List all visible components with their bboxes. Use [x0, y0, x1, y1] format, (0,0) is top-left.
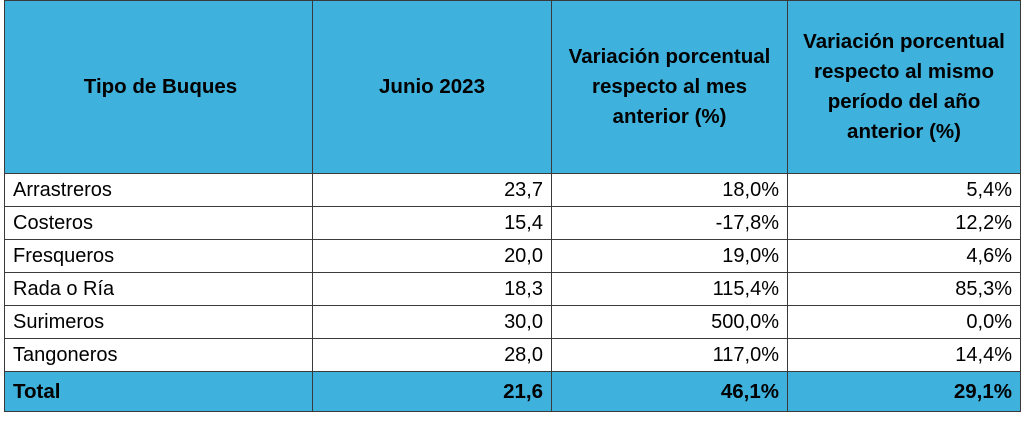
header-tipo-de-buques: Tipo de Buques	[4, 0, 313, 174]
cell-junio: 28,0	[312, 338, 552, 372]
cell-var-mes: 500,0%	[551, 305, 788, 339]
table-row: Tangoneros 28,0 117,0% 14,4%	[4, 338, 1021, 372]
table-row: Costeros 15,4 -17,8% 12,2%	[4, 206, 1021, 240]
cell-tipo: Fresqueros	[4, 239, 313, 273]
cell-tipo: Tangoneros	[4, 338, 313, 372]
header-junio-2023: Junio 2023	[312, 0, 552, 174]
table-row: Arrastreros 23,7 18,0% 5,4%	[4, 173, 1021, 207]
cell-var-anio: 14,4%	[787, 338, 1021, 372]
cell-var-anio: 12,2%	[787, 206, 1021, 240]
cell-var-mes: -17,8%	[551, 206, 788, 240]
cell-var-anio: 4,6%	[787, 239, 1021, 273]
cell-var-mes: 18,0%	[551, 173, 788, 207]
cell-junio: 23,7	[312, 173, 552, 207]
cell-var-anio: 0,0%	[787, 305, 1021, 339]
total-var-anio: 29,1%	[787, 371, 1021, 412]
data-table: Tipo de Buques Junio 2023 Variación porc…	[4, 0, 1021, 412]
cell-junio: 15,4	[312, 206, 552, 240]
total-label: Total	[4, 371, 313, 412]
total-var-mes: 46,1%	[551, 371, 788, 412]
header-variacion-anio-anterior: Variación porcentual respecto al mismo p…	[787, 0, 1021, 174]
table-row: Surimeros 30,0 500,0% 0,0%	[4, 305, 1021, 339]
header-variacion-mes-anterior: Variación porcentual respecto al mes ant…	[551, 0, 788, 174]
table-row: Rada o Ría 18,3 115,4% 85,3%	[4, 272, 1021, 306]
total-junio: 21,6	[312, 371, 552, 412]
header-row: Tipo de Buques Junio 2023 Variación porc…	[4, 0, 1021, 174]
cell-var-mes: 19,0%	[551, 239, 788, 273]
cell-junio: 18,3	[312, 272, 552, 306]
cell-junio: 30,0	[312, 305, 552, 339]
cell-junio: 20,0	[312, 239, 552, 273]
cell-var-mes: 117,0%	[551, 338, 788, 372]
cell-var-anio: 5,4%	[787, 173, 1021, 207]
table-row: Fresqueros 20,0 19,0% 4,6%	[4, 239, 1021, 273]
cell-var-mes: 115,4%	[551, 272, 788, 306]
cell-tipo: Rada o Ría	[4, 272, 313, 306]
total-row: Total 21,6 46,1% 29,1%	[4, 371, 1021, 412]
cell-var-anio: 85,3%	[787, 272, 1021, 306]
cell-tipo: Arrastreros	[4, 173, 313, 207]
cell-tipo: Surimeros	[4, 305, 313, 339]
cell-tipo: Costeros	[4, 206, 313, 240]
